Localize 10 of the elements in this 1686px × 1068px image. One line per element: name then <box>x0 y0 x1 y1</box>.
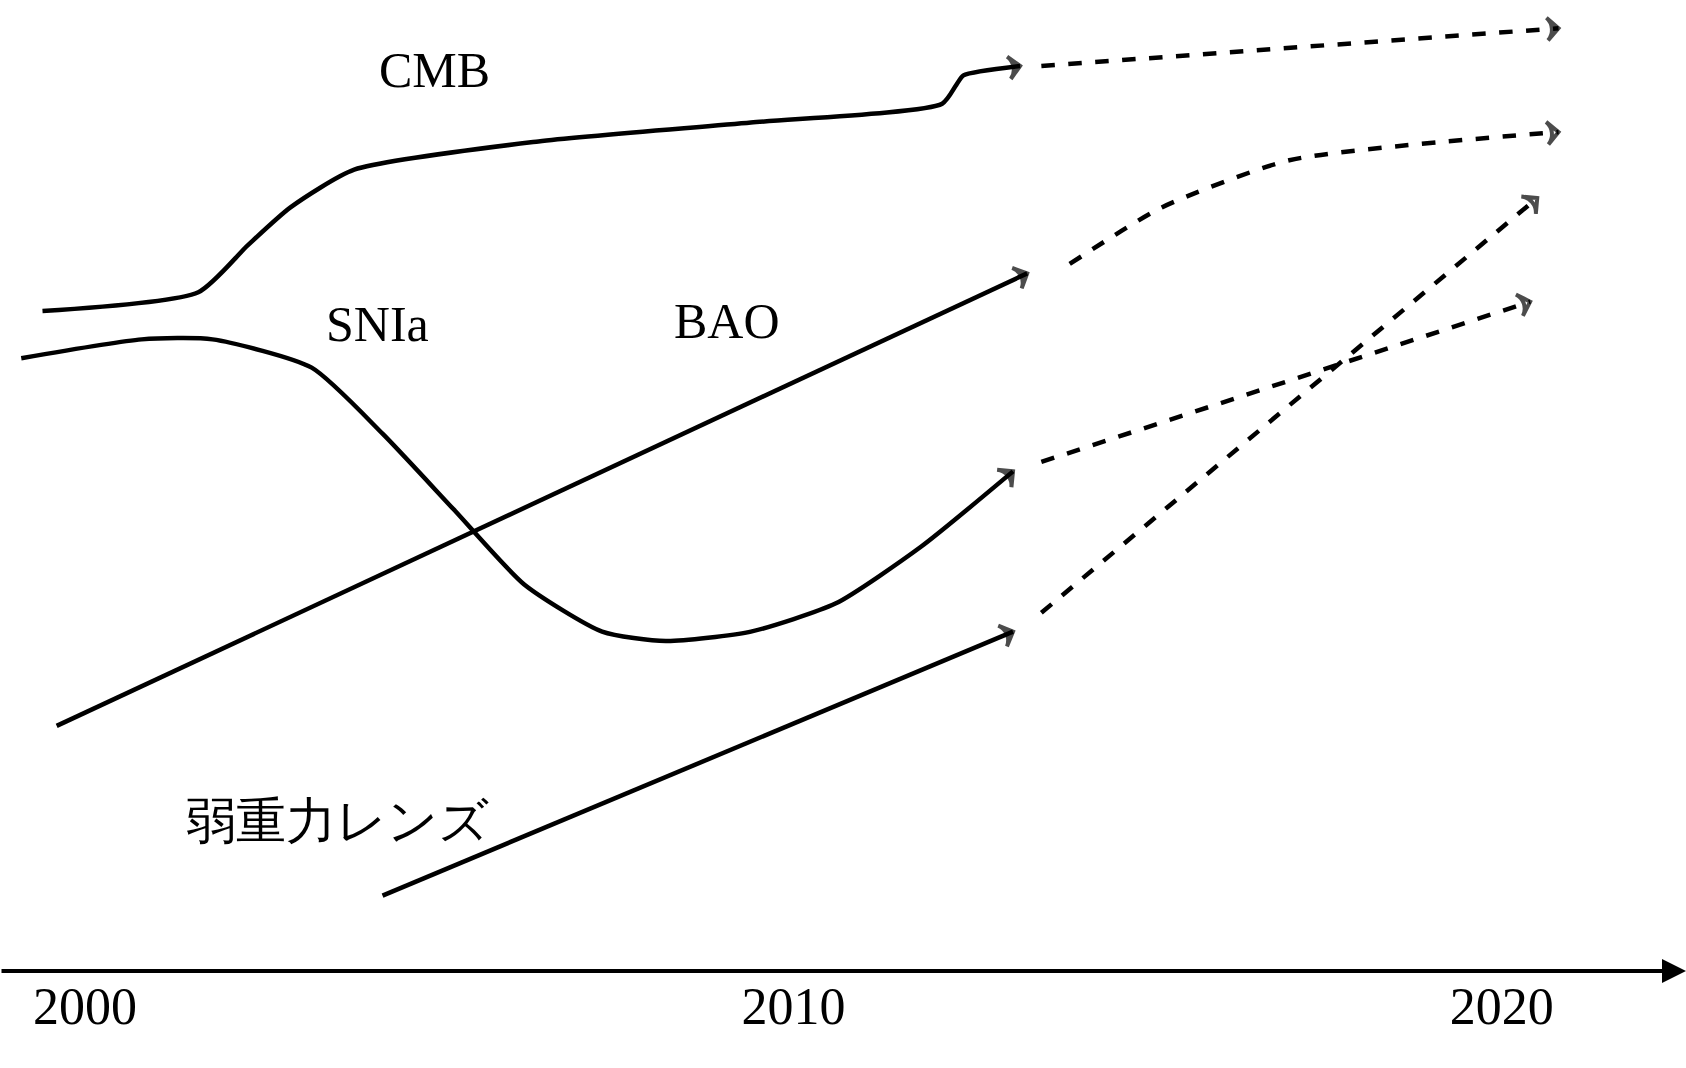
point <box>1010 265 1030 291</box>
series-label: BAO <box>674 293 780 349</box>
x-tick-label: 2020 <box>1449 978 1554 1035</box>
point <box>996 623 1016 649</box>
series-label: SNIa <box>326 296 429 352</box>
series-label: 弱重力レンズ <box>186 793 489 849</box>
x-tick-label: 2000 <box>33 978 138 1035</box>
series-label: CMB <box>379 42 491 98</box>
point <box>1513 292 1533 318</box>
x-tick-label: 2010 <box>741 978 846 1035</box>
